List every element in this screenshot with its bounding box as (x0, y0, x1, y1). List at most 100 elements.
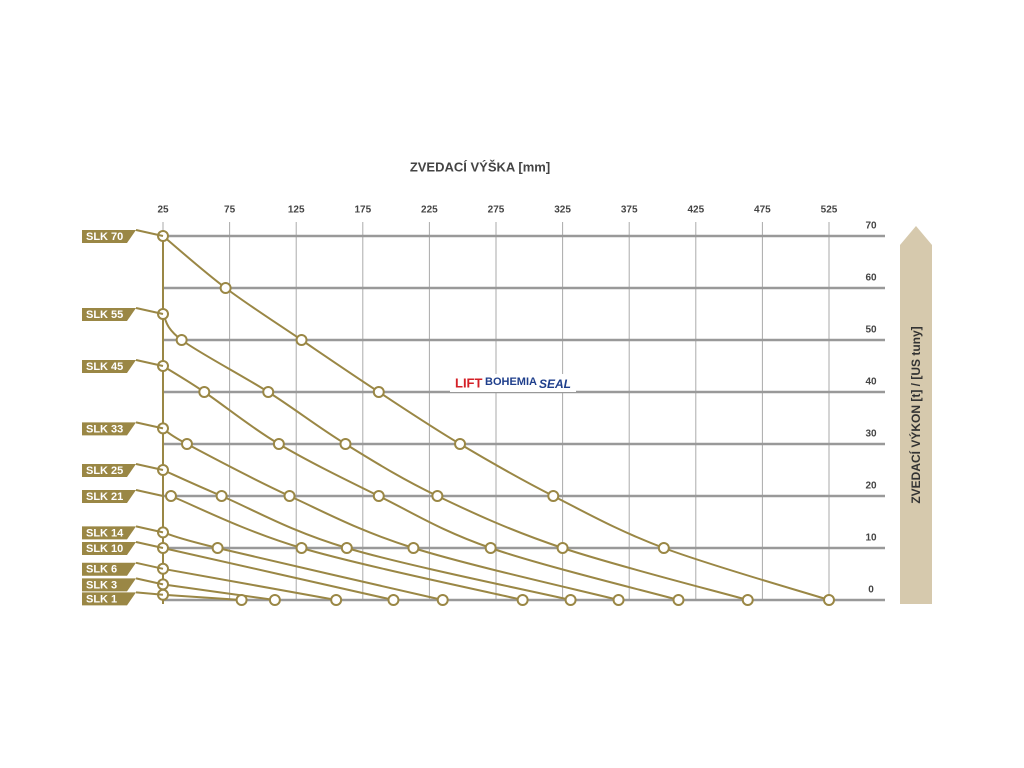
series-line (162, 427, 619, 601)
data-point (407, 542, 420, 554)
series-tab (82, 464, 136, 477)
data-point (268, 594, 281, 606)
x-tick-label: 425 (687, 205, 704, 216)
label-leader (135, 421, 164, 430)
data-point (211, 542, 224, 554)
data-point (262, 386, 275, 398)
label-leader (135, 577, 164, 586)
data-point (295, 542, 308, 554)
data-point (516, 594, 529, 606)
legend-label: SLK 3 (86, 579, 117, 591)
y-tick-label: 60 (865, 273, 877, 284)
series-tab (82, 490, 136, 503)
series-line (162, 547, 394, 601)
legend-label: SLK 55 (86, 309, 123, 321)
label-leader (135, 463, 164, 471)
legend-label: SLK 6 (86, 564, 117, 576)
data-point (372, 490, 385, 502)
data-point (612, 594, 625, 606)
data-point (340, 542, 353, 554)
data-point (547, 490, 560, 502)
y-tick-label: 20 (865, 481, 877, 492)
chart-title: ZVEDACÍ VÝŠKA [mm] (410, 159, 550, 174)
axis-arrow (900, 226, 932, 604)
y-tick-label: 50 (865, 325, 877, 336)
y-tick-label: 40 (865, 377, 877, 388)
x-tick-label: 175 (354, 205, 371, 216)
data-point (215, 490, 228, 502)
data-point (431, 490, 444, 502)
legend-label: SLK 70 (86, 231, 123, 243)
label-leader (135, 229, 164, 237)
series-tab (82, 422, 136, 436)
data-point (272, 438, 285, 450)
x-tick-label: 75 (224, 205, 236, 216)
label-leader (135, 489, 164, 497)
y-tick-label: 0 (868, 585, 874, 596)
x-tick-label: 225 (421, 205, 438, 216)
series-tab (82, 578, 136, 592)
data-point (180, 438, 193, 450)
data-point (283, 490, 296, 502)
y-tick-label: 70 (865, 221, 877, 232)
series-tab (82, 230, 136, 243)
series-tab (82, 308, 136, 321)
logo: BOHEMIA (485, 376, 537, 388)
label-leader (135, 561, 164, 570)
x-tick-label: 525 (821, 205, 838, 216)
data-point (372, 386, 385, 398)
series-line (162, 313, 749, 601)
series-tab (82, 526, 136, 540)
label-leader (135, 591, 164, 596)
data-point (235, 594, 248, 606)
legend-label: SLK 14 (86, 527, 124, 539)
y-axis-label: ZVEDACÍ VÝKON [t] / [US tuny] (908, 326, 923, 503)
legend-label: SLK 21 (86, 491, 123, 503)
data-point (657, 542, 670, 554)
legend-label: SLK 1 (86, 593, 117, 605)
x-tick-label: 275 (488, 205, 505, 216)
data-point (295, 334, 308, 346)
label-leader (135, 541, 164, 549)
series-tab (82, 360, 136, 373)
data-point (175, 334, 188, 346)
logo-bg (450, 374, 576, 392)
x-tick-label: 325 (554, 205, 571, 216)
x-tick-label: 475 (754, 205, 771, 216)
series-tab (82, 542, 136, 555)
series-tab (82, 592, 136, 606)
legend-label: SLK 45 (86, 361, 123, 373)
y-tick-label: 30 (865, 429, 877, 440)
data-point (330, 594, 343, 606)
data-point (823, 594, 835, 606)
data-point (556, 542, 569, 554)
series-tab (82, 562, 136, 576)
x-tick-label: 375 (621, 205, 638, 216)
y-tick-label: 10 (865, 533, 877, 544)
series-line (162, 567, 337, 601)
series-line (170, 495, 523, 601)
data-point (164, 490, 177, 502)
series-line (162, 469, 571, 601)
legend-label: SLK 33 (86, 423, 123, 435)
data-point (339, 438, 352, 450)
data-point (198, 386, 211, 398)
logo: SEAL (539, 377, 571, 391)
data-point (672, 594, 685, 606)
data-point (436, 594, 449, 606)
data-point (741, 594, 754, 606)
label-leader (135, 359, 164, 367)
label-leader (135, 307, 164, 315)
data-point (484, 542, 497, 554)
data-point (219, 282, 232, 294)
legend-label: SLK 25 (86, 465, 123, 477)
series-line (162, 583, 276, 601)
data-point (454, 438, 467, 450)
x-tick-label: 125 (288, 205, 305, 216)
legend-label: SLK 10 (86, 543, 123, 555)
x-tick-label: 25 (157, 205, 169, 216)
logo: LIFT (455, 375, 482, 390)
label-leader (135, 525, 164, 534)
series-line (162, 531, 443, 601)
